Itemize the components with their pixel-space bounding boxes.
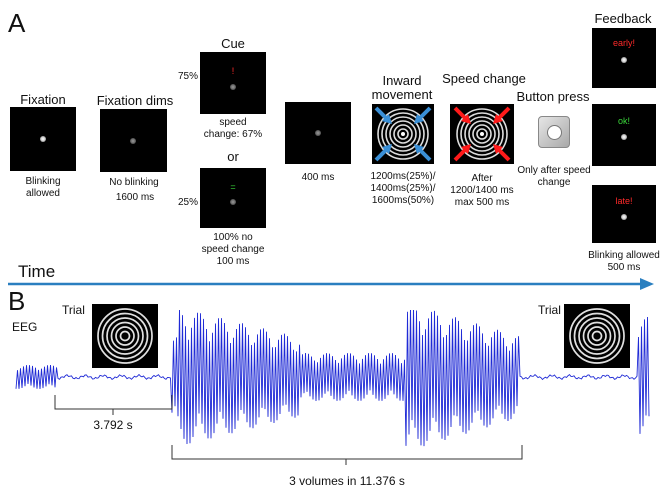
fixation-dot (40, 136, 46, 142)
feedback-early-dot (621, 57, 627, 63)
fixation-caption: Blinking allowed (25, 176, 61, 199)
eeg-waveform (15, 310, 650, 447)
cue-or-label: or (227, 149, 239, 164)
inward-movement-screen (372, 104, 434, 164)
trial-stimulus-right (564, 304, 630, 368)
fixation-dims-title: Fixation dims (96, 93, 174, 108)
fixation-title: Fixation (20, 92, 66, 107)
cue-no-change-screen: = (200, 168, 266, 228)
feedback-late-text: late! (615, 196, 633, 206)
speed-change-caption: After 1200/1400 ms max 500 ms (450, 173, 514, 208)
trial-grating-right-graphic (569, 308, 625, 364)
inward-movement-caption: 1200ms(25%)/ 1400ms(25%)/ 1600ms(50%) (370, 171, 436, 206)
interval-brackets (54, 395, 523, 465)
cue-equals-symbol: = (230, 182, 236, 192)
fixation-dim-dot (130, 138, 136, 144)
trial-left-label: Trial (62, 303, 85, 317)
cue-bottom-caption: 100% no speed change 100 ms (201, 232, 265, 267)
button-press-title: Button press (516, 89, 590, 104)
inward-movement-title: Inward movement (371, 73, 433, 102)
feedback-late-screen: late! (592, 185, 656, 243)
eeg-label: EEG (12, 320, 38, 334)
speed-grating-graphic (453, 106, 511, 162)
time-label: Time (18, 262, 56, 281)
panel-b-label: B (8, 286, 26, 316)
feedback-caption: Blinking allowed 500 ms (588, 250, 660, 273)
trial-stimulus-left (92, 304, 158, 368)
fixation-dims-caption: No blinking (109, 177, 159, 188)
cue-bottom-percent: 25% (177, 197, 198, 208)
speed-change-title: Speed change (442, 71, 526, 86)
panel-a-label: A (8, 8, 26, 38)
cue-top-percent: 75% (177, 71, 198, 82)
feedback-early-text: early! (612, 38, 635, 48)
feedback-ok-text: ok! (617, 116, 630, 126)
feedback-early-screen: early! (592, 28, 656, 88)
eeg-trace (15, 310, 650, 447)
fixation-screen (10, 107, 76, 171)
delay-caption: 400 ms (301, 172, 335, 183)
delay-screen (285, 102, 351, 164)
feedback-title: Feedback (594, 11, 652, 26)
cue-top-dot (230, 84, 236, 90)
delay-dot (315, 130, 321, 136)
button-knob-icon (547, 125, 562, 140)
trial-grating-left-graphic (97, 308, 153, 364)
speed-change-screen (450, 104, 514, 164)
interval-2-label: 3 volumes in 11.376 s (289, 474, 405, 488)
interval-1-label: 3.792 s (93, 418, 133, 432)
feedback-late-dot (621, 214, 627, 220)
fixation-dims-screen (100, 109, 167, 172)
cue-exclamation-symbol: ! (231, 66, 235, 76)
cue-speed-change-screen: ! (200, 52, 266, 114)
cue-bottom-dot (230, 199, 236, 205)
cue-top-caption: speed change: 67% (203, 117, 263, 140)
trial-right-label: Trial (538, 303, 561, 317)
feedback-ok-dot (621, 134, 627, 140)
cue-title: Cue (221, 36, 245, 51)
button-press-caption: Only after speed change (517, 165, 591, 188)
feedback-ok-screen: ok! (592, 104, 656, 166)
interval-bracket-2 (171, 445, 523, 460)
response-button-graphic (538, 116, 570, 148)
inward-grating-graphic (374, 106, 432, 162)
time-arrow (8, 278, 654, 290)
fixation-dims-duration: 1600 ms (115, 192, 155, 203)
interval-bracket-1 (54, 395, 173, 410)
